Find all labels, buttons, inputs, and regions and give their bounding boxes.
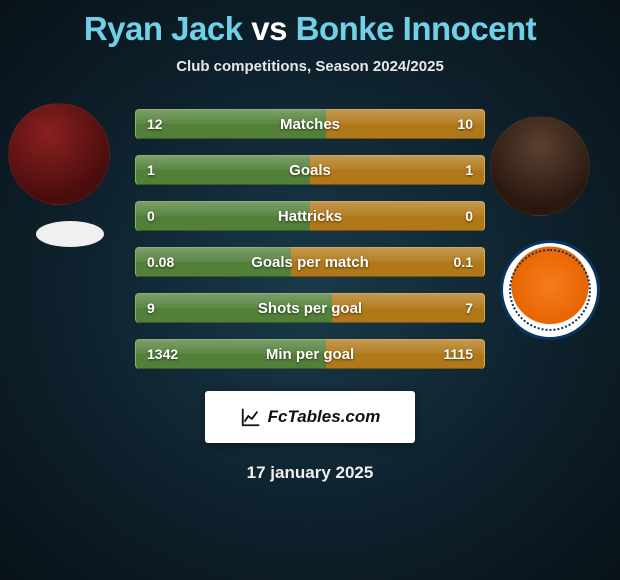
- stat-label: Goals: [135, 155, 485, 185]
- player1-club-logo: [36, 221, 104, 247]
- date-label: 17 january 2025: [0, 463, 620, 483]
- stat-row: 13421115Min per goal: [135, 339, 485, 369]
- brand-text: FcTables.com: [268, 407, 381, 427]
- vs-label: vs: [251, 10, 287, 47]
- stat-row: 1210Matches: [135, 109, 485, 139]
- stat-label: Hattricks: [135, 201, 485, 231]
- player1-name: Ryan Jack: [84, 10, 243, 47]
- stat-row: 11Goals: [135, 155, 485, 185]
- brand-badge: FcTables.com: [205, 391, 415, 443]
- page-title: Ryan Jack vs Bonke Innocent: [0, 0, 620, 48]
- stat-row: 00Hattricks: [135, 201, 485, 231]
- stat-label: Matches: [135, 109, 485, 139]
- stat-label: Min per goal: [135, 339, 485, 369]
- player1-avatar: [8, 103, 110, 205]
- player2-avatar: [490, 116, 590, 216]
- stat-row: 97Shots per goal: [135, 293, 485, 323]
- comparison-content: 1210Matches 11Goals 00Hattricks 0.080.1Goal…: [0, 103, 620, 373]
- player2-club-logo: [500, 240, 600, 340]
- chart-icon: [240, 406, 262, 428]
- player2-name: Bonke Innocent: [296, 10, 537, 47]
- subtitle: Club competitions, Season 2024/2025: [0, 58, 620, 75]
- stat-row: 0.080.1Goals per match: [135, 247, 485, 277]
- stats-container: 1210Matches 11Goals 00Hattricks 0.080.1Goal…: [135, 109, 485, 385]
- stat-label: Shots per goal: [135, 293, 485, 323]
- stat-label: Goals per match: [135, 247, 485, 277]
